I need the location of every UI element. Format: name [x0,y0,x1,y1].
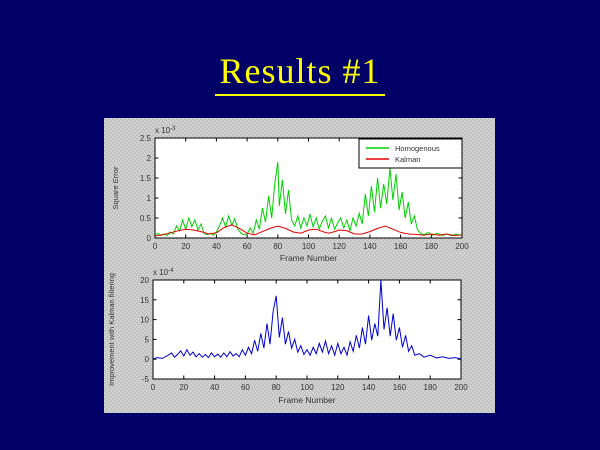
y-tick-label: 5 [145,335,150,344]
x-tick-label: 80 [273,242,282,251]
y-tick-label: 0 [145,355,150,364]
axis-scale-label: x 10-4 [153,268,174,277]
x-tick-label: 140 [363,242,377,251]
results-figure: 0 20 40 60 80 100 120 140 160 180 200 0 0.5 1 1.5 2 2.5 x… [104,118,495,413]
x-tick-label: 200 [455,242,469,251]
y-axis-label: Square Error [111,166,120,209]
x-tick-label: 100 [302,242,316,251]
series-line-kalman [154,224,463,237]
x-tick-label: 40 [212,242,221,251]
x-tick-label: 80 [272,383,281,392]
x-tick-label: 20 [181,242,190,251]
y-tick-label: 0 [147,234,152,243]
x-tick-label: 140 [362,383,376,392]
axis-scale-label: x 10-3 [155,126,176,135]
y-tick-label: 2 [147,154,152,163]
x-tick-label: 60 [241,383,250,392]
x-tick-label: 40 [210,383,219,392]
x-tick-label: 120 [333,242,347,251]
square-error-chart: 0 20 40 60 80 100 120 140 160 180 200 0 0.5 1 1.5 2 2.5x… [111,126,469,263]
x-tick-label: 0 [151,383,156,392]
x-tick-label: 120 [331,383,345,392]
x-tick-label: 0 [153,242,158,251]
y-axis-label: Improvement with Kalman filtering [107,273,116,386]
x-tick-label: 200 [454,383,468,392]
x-tick-label: 60 [243,242,252,251]
y-tick-label: 1 [147,194,152,203]
y-tick-label: 1.5 [140,174,152,183]
x-axis-label: Frame Number [280,253,337,263]
x-tick-label: 20 [179,383,188,392]
series-line-improvement [152,279,462,360]
x-axis-label: Frame Number [278,395,335,405]
x-tick-label: 160 [393,383,407,392]
y-tick-label: -5 [142,375,150,384]
legend-box [358,138,463,169]
slide-title: Results #1 [215,50,385,96]
x-tick-label: 180 [424,383,438,392]
y-tick-label: 2.5 [140,134,152,143]
plot-area [152,279,462,380]
x-tick-label: 160 [394,242,408,251]
series-line-homogenous [154,161,463,237]
y-tick-label: 10 [140,316,149,325]
title-area: Results #1 [0,50,600,96]
x-tick-label: 100 [300,383,314,392]
y-tick-label: 0.5 [140,214,152,223]
y-tick-label: 15 [140,296,149,305]
legend-label: Kalman [395,155,420,164]
x-tick-label: 180 [425,242,439,251]
y-tick-label: 20 [140,276,149,285]
legend-label: Homogenous [395,144,440,153]
